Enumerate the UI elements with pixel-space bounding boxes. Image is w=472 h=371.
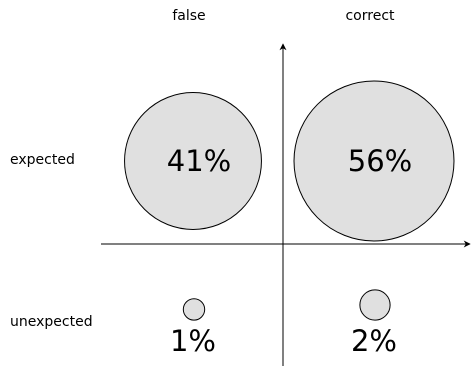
bubble-label-expected-correct: 56% bbox=[348, 144, 412, 178]
bubble-expected-false bbox=[124, 92, 262, 230]
bubble-label-expected-false: 41% bbox=[167, 144, 231, 178]
column-header-correct: correct bbox=[345, 8, 395, 24]
bubble-expected-correct bbox=[293, 80, 455, 242]
column-header-false: false bbox=[172, 8, 205, 24]
row-label-unexpected: unexpected bbox=[10, 314, 93, 330]
bubble-label-unexpected-correct: 2% bbox=[351, 324, 397, 358]
bubble-unexpected-correct bbox=[359, 289, 391, 321]
row-label-expected: expected bbox=[10, 152, 75, 168]
bubble-unexpected-false bbox=[182, 298, 206, 321]
bubble-label-unexpected-false: 1% bbox=[170, 324, 216, 358]
